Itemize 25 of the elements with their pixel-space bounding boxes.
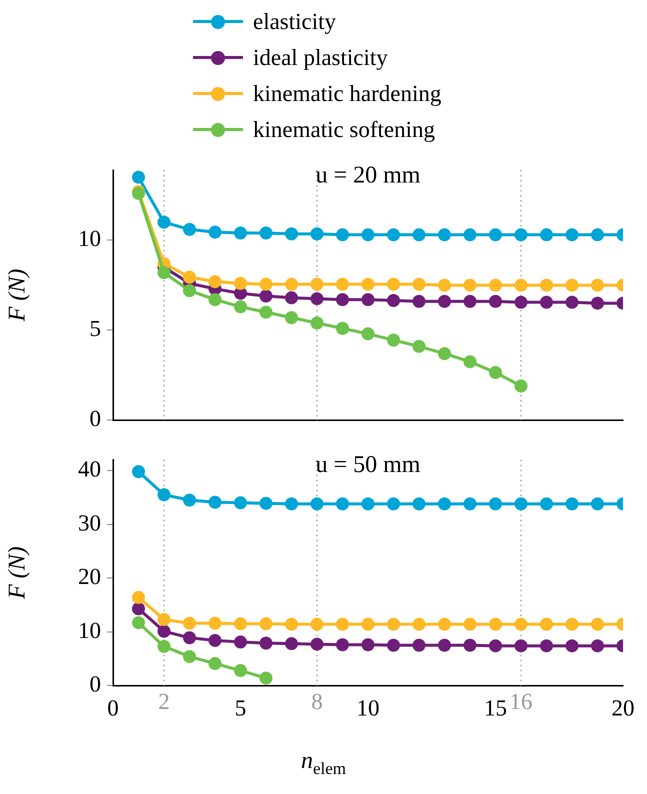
ref-line-label: 2 xyxy=(158,689,170,714)
chart-title: u = 20 mm xyxy=(316,162,421,188)
legend-label: ideal plasticity xyxy=(253,44,388,72)
y-tick-label: 5 xyxy=(90,316,101,342)
x-tick-label: 0 xyxy=(107,695,119,720)
y-tick-label: 20 xyxy=(78,564,101,590)
y-tick-label: 0 xyxy=(90,672,101,697)
legend-label: kinematic hardening xyxy=(253,80,442,108)
y-axis-title: F (N) xyxy=(4,268,31,322)
x-tick-label: 5 xyxy=(234,695,246,720)
chart-title: u = 50 mm xyxy=(316,452,421,478)
x-tick-label: 15 xyxy=(484,695,507,720)
y-axis-title: F (N) xyxy=(4,546,31,600)
legend-label: elasticity xyxy=(253,8,336,36)
x-tick-label: 10 xyxy=(356,695,380,720)
y-tick-label: 40 xyxy=(78,456,101,482)
y-tick-label: 10 xyxy=(78,226,101,252)
ref-line-label: 16 xyxy=(510,689,532,714)
y-tick-label: 30 xyxy=(78,510,101,536)
ref-line-label: 8 xyxy=(311,689,323,714)
x-axis-title: n$_{elem}$ xyxy=(300,748,348,779)
x-tick-label: 20 xyxy=(612,695,634,720)
y-tick-label: 0 xyxy=(90,406,101,432)
y-tick-label: 10 xyxy=(78,618,101,643)
legend-label: kinematic softening xyxy=(253,116,436,144)
